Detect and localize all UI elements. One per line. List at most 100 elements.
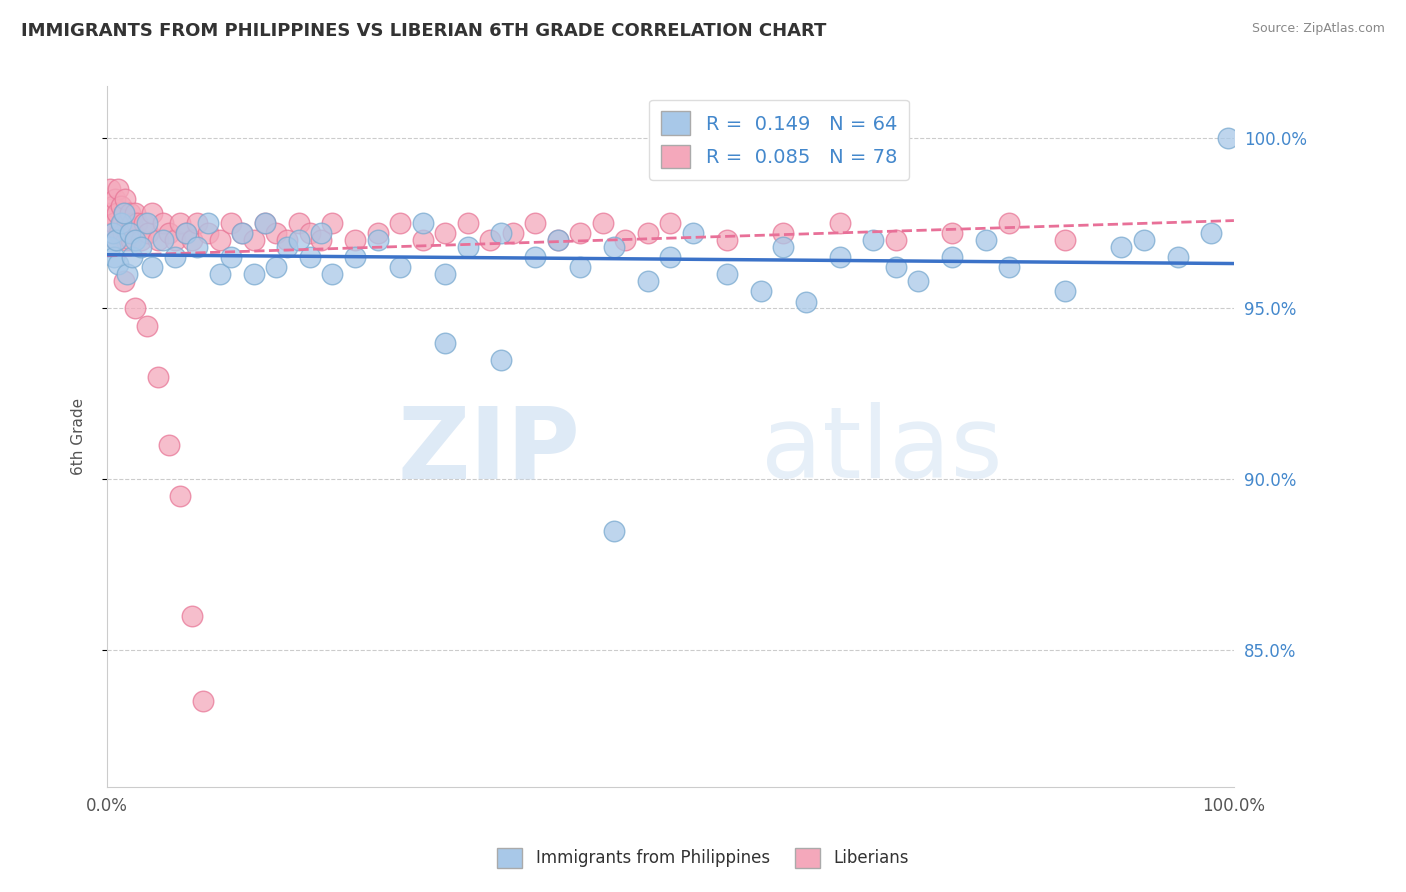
Point [1109,240,1132,254]
Point [298,250,321,264]
Point [253,216,276,230]
Point [997,260,1019,275]
Point [180,609,202,624]
Point [110,199,132,213]
Point [491,352,513,367]
Point [1201,227,1223,241]
Point [107,257,129,271]
Point [412,233,434,247]
Point [103,216,125,230]
Point [117,268,139,282]
Point [749,285,772,299]
Point [152,216,174,230]
Point [124,301,146,316]
Point [941,250,963,264]
Point [118,227,141,241]
Point [157,227,180,241]
Point [569,227,592,241]
Point [107,182,129,196]
Point [197,227,219,241]
Point [1132,233,1154,247]
Point [716,268,738,282]
Point [309,233,332,247]
Point [129,240,152,254]
Point [105,233,128,247]
Point [941,227,963,241]
Text: atlas: atlas [761,402,1002,500]
Point [103,250,125,264]
Point [637,274,659,288]
Point [110,216,132,230]
Point [264,227,287,241]
Point [118,206,141,220]
Point [343,250,366,264]
Point [716,233,738,247]
Point [157,438,180,452]
Point [828,216,851,230]
Point [134,216,156,230]
Point [191,694,214,708]
Point [479,233,502,247]
Point [321,268,343,282]
Point [524,216,547,230]
Point [457,240,479,254]
Point [772,227,794,241]
Text: ZIP: ZIP [398,402,581,500]
Point [111,227,134,241]
Point [105,206,128,220]
Point [112,206,135,220]
Point [141,260,163,275]
Point [547,233,569,247]
Point [146,369,169,384]
Point [141,206,163,220]
Point [287,233,309,247]
Point [828,250,851,264]
Point [298,227,321,241]
Point [434,335,457,350]
Point [309,227,332,241]
Point [100,227,122,241]
Point [104,192,127,206]
Point [862,233,884,247]
Point [197,216,219,230]
Point [524,250,547,264]
Point [169,489,191,503]
Point [208,268,231,282]
Point [163,233,186,247]
Point [974,233,997,247]
Point [208,233,231,247]
Point [434,227,457,241]
Point [108,227,131,241]
Point [219,216,242,230]
Point [637,227,659,241]
Point [772,240,794,254]
Point [163,250,186,264]
Point [122,227,145,241]
Point [389,260,412,275]
Point [389,216,412,230]
Point [174,227,197,241]
Point [794,294,817,309]
Point [231,227,253,241]
Point [152,233,174,247]
Point [614,233,637,247]
Point [603,524,626,538]
Point [174,227,197,241]
Point [117,227,139,241]
Point [98,206,121,220]
Text: IMMIGRANTS FROM PHILIPPINES VS LIBERIAN 6TH GRADE CORRELATION CHART: IMMIGRANTS FROM PHILIPPINES VS LIBERIAN … [21,22,827,40]
Point [115,233,138,247]
Point [287,216,309,230]
Point [105,233,128,247]
Point [1218,130,1240,145]
Point [367,233,389,247]
Point [1167,250,1189,264]
Point [186,240,208,254]
Point [242,233,264,247]
Point [117,216,139,230]
Point [114,192,136,206]
Point [100,182,122,196]
Point [124,233,146,247]
Point [569,260,592,275]
Point [253,216,276,230]
